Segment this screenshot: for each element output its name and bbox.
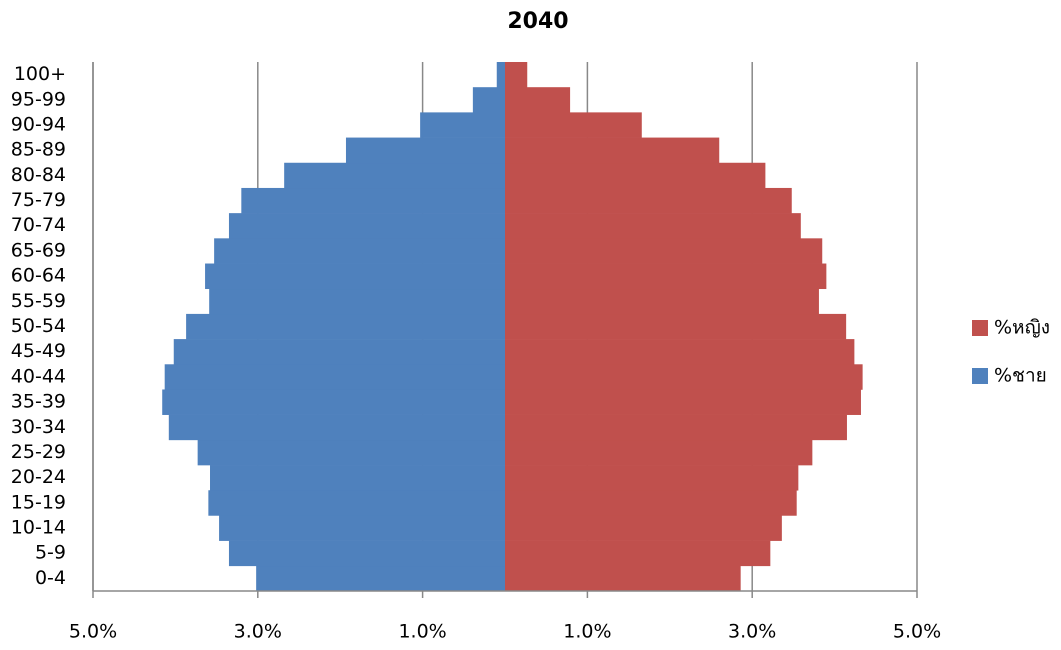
y-tick-label: 60-64	[11, 265, 66, 287]
bar	[209, 288, 505, 315]
y-tick-label: 35-39	[11, 391, 66, 413]
bar	[505, 313, 847, 340]
bar	[505, 339, 855, 365]
y-tick-label: 100+	[14, 63, 66, 85]
bar	[505, 389, 861, 415]
bar	[496, 62, 505, 88]
bar	[505, 187, 792, 214]
y-tick-label: 50-54	[11, 315, 66, 337]
x-tick-label: 3.0%	[234, 621, 282, 643]
y-tick-label: 80-84	[11, 164, 66, 186]
bar	[505, 540, 771, 567]
bar	[219, 515, 505, 541]
x-tick-label: 1.0%	[398, 621, 446, 643]
bar	[228, 540, 505, 567]
bar	[420, 112, 505, 138]
bar	[505, 162, 766, 189]
x-tick-label: 5.0%	[69, 621, 117, 643]
bar	[241, 187, 505, 214]
bar	[173, 339, 505, 365]
bar	[345, 137, 505, 164]
chart-title: 2040	[507, 9, 568, 34]
y-tick-label: 95-99	[11, 88, 66, 110]
y-tick-label: 30-34	[11, 416, 66, 438]
y-tick-label: 20-24	[11, 466, 66, 488]
bar	[505, 87, 571, 113]
y-tick-label: 40-44	[11, 365, 66, 387]
y-tick-label: 65-69	[11, 239, 66, 261]
bar	[505, 137, 720, 164]
bar	[505, 112, 642, 138]
bar	[214, 238, 506, 264]
x-tick-label: 1.0%	[563, 621, 611, 643]
bar	[505, 364, 863, 390]
bar	[162, 389, 505, 415]
bar	[228, 213, 505, 239]
y-tick-label: 70-74	[11, 214, 66, 236]
bar	[505, 414, 847, 441]
bar	[505, 465, 799, 491]
y-tick-label: 10-14	[11, 517, 66, 539]
bar	[505, 263, 827, 290]
y-tick-label: 55-59	[11, 290, 66, 312]
bar	[256, 565, 505, 592]
y-tick-label: 0-4	[35, 567, 66, 589]
y-tick-label: 90-94	[11, 113, 66, 135]
bar	[505, 515, 782, 541]
legend-label: %ชาย	[994, 365, 1047, 387]
bar	[164, 364, 506, 390]
y-tick-label: 25-29	[11, 441, 66, 463]
bar	[505, 288, 819, 315]
y-tick-label: 15-19	[11, 491, 66, 513]
bar	[505, 439, 813, 466]
bar	[472, 87, 505, 113]
legend-label: %หญิง	[994, 317, 1050, 339]
bar	[197, 439, 505, 466]
bar	[208, 490, 506, 516]
legend-swatch	[972, 320, 988, 336]
x-tick-label: 5.0%	[893, 621, 941, 643]
bar	[505, 62, 528, 88]
x-tick-label: 3.0%	[728, 621, 776, 643]
y-tick-label: 75-79	[11, 189, 66, 211]
bar	[186, 313, 505, 340]
legend-swatch	[972, 368, 988, 384]
y-tick-label: 5-9	[35, 542, 66, 564]
bar	[505, 565, 741, 592]
bar	[505, 238, 823, 264]
y-tick-label: 45-49	[11, 340, 66, 362]
bar	[210, 465, 505, 491]
bar	[205, 263, 505, 290]
bar	[505, 213, 801, 239]
y-tick-label: 85-89	[11, 139, 66, 161]
bar	[284, 162, 505, 189]
bar	[168, 414, 506, 441]
bar	[505, 490, 797, 516]
